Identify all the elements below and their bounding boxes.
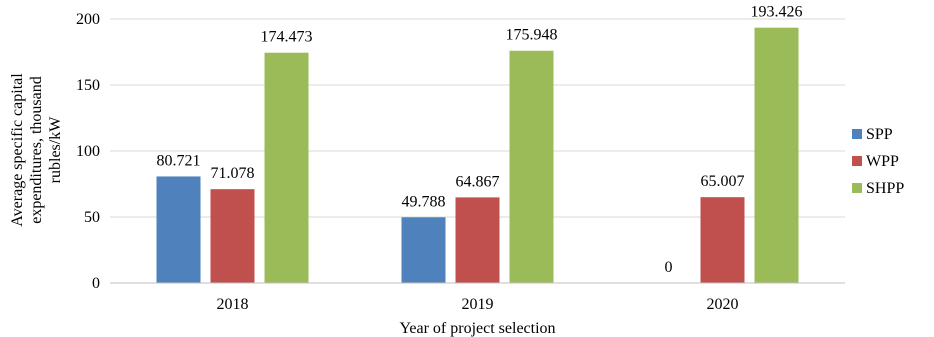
legend: SPP WPP SHPP: [852, 126, 904, 197]
y-tick-label: 200: [76, 11, 100, 28]
bar-shpp-2019: [509, 50, 554, 283]
bar-wpp-2020: [700, 197, 745, 283]
data-label: 49.788: [402, 193, 446, 210]
bar-spp-2019: [401, 217, 446, 283]
x-tick-label: 2020: [707, 296, 739, 313]
bar-wpp-2018: [210, 189, 255, 283]
bar-wpp-2019: [455, 197, 500, 283]
bar-shpp-2020: [754, 27, 799, 284]
x-tick-label: 2018: [217, 296, 249, 313]
legend-swatch-spp: [852, 129, 862, 139]
x-axis-title: Year of project selection: [399, 320, 555, 337]
legend-swatch-wpp: [852, 156, 862, 166]
y-tick-label: 150: [76, 77, 100, 94]
legend-swatch-shpp: [852, 183, 862, 193]
y-axis-title-line: rubles/kW: [47, 116, 64, 184]
legend-label-wpp: WPP: [866, 153, 899, 170]
legend-label-shpp: SHPP: [866, 180, 904, 197]
data-label: 71.078: [211, 165, 255, 182]
y-axis-title: Average specific capital expenditures, th…: [9, 73, 64, 227]
y-axis-title-line: Average specific capital: [9, 73, 26, 227]
data-label: 174.473: [261, 29, 313, 46]
bars-layer: [156, 27, 799, 284]
legend-label-spp: SPP: [866, 126, 893, 143]
y-axis-title-line: expenditures, thousand: [28, 76, 45, 224]
y-tick-label: 0: [92, 275, 100, 292]
data-label: 64.867: [456, 173, 500, 190]
data-labels-layer: 80.721 71.078 174.473 49.788 64.867 175.948 0 6…: [157, 4, 803, 276]
bar-spp-2018: [156, 176, 201, 283]
bar-shpp-2018: [264, 52, 309, 283]
data-label: 175.948: [506, 27, 558, 44]
x-tick-label: 2019: [462, 296, 494, 313]
y-axis-ticks: 0 50 100 150 200: [76, 11, 100, 292]
x-axis-ticks: 2018 2019 2020: [217, 296, 739, 313]
data-label: 193.426: [751, 4, 803, 21]
data-label: 0: [665, 259, 673, 276]
data-label: 65.007: [701, 173, 745, 190]
y-tick-label: 50: [84, 209, 100, 226]
data-label: 80.721: [157, 152, 201, 169]
y-tick-label: 100: [76, 143, 100, 160]
